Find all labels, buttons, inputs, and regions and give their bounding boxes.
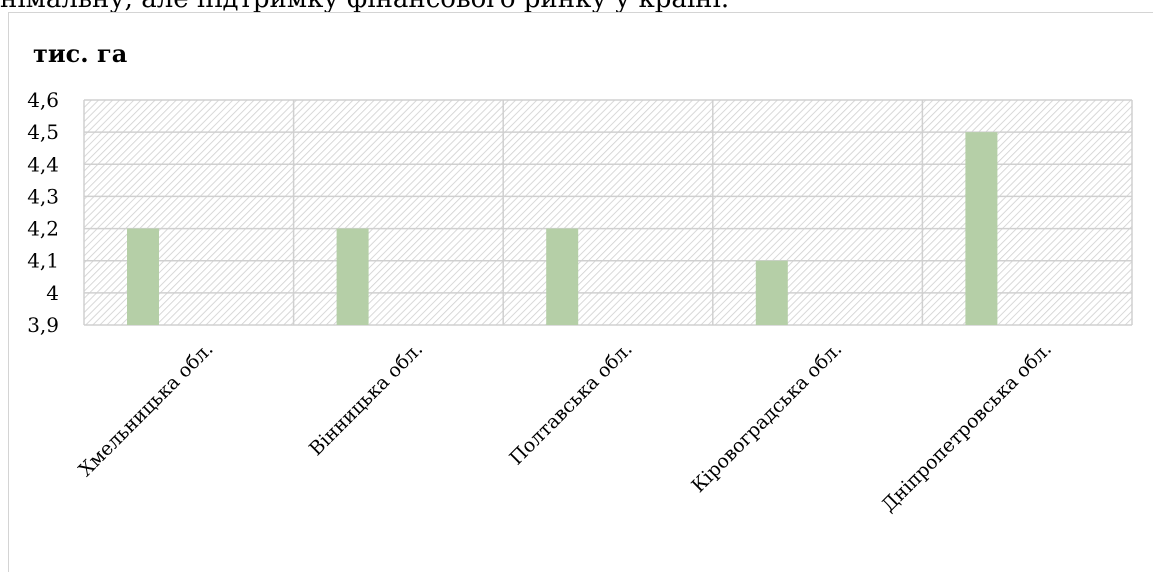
chart-frame-left-edge xyxy=(8,12,9,572)
bars xyxy=(127,132,998,325)
bar xyxy=(127,228,159,325)
y-tick-label: 4,5 xyxy=(27,120,59,144)
preceding-document-text: німальну, але підтримку фінансового ринк… xyxy=(0,0,729,14)
y-axis-tick-labels: 3,9 4 4,1 4,2 4,3 4,4 4,5 4,6 xyxy=(27,88,59,337)
bar xyxy=(546,228,579,325)
x-category-label: Хмельницька обл. xyxy=(75,338,218,481)
bar xyxy=(755,260,788,325)
chart-frame-top-edge xyxy=(8,12,1153,13)
x-category-label: Полтавська обл. xyxy=(505,338,636,469)
y-tick-label: 4,3 xyxy=(27,184,59,208)
y-tick-label: 4,2 xyxy=(27,217,59,241)
y-tick-label: 3,9 xyxy=(27,313,59,337)
gridlines xyxy=(83,99,1133,326)
bar xyxy=(965,132,998,325)
x-category-label: Кіровоградська обл. xyxy=(687,338,846,497)
chart-title: тис. га xyxy=(33,39,128,68)
y-tick-label: 4 xyxy=(46,281,59,305)
bar xyxy=(336,228,369,325)
y-tick-label: 4,1 xyxy=(27,249,59,273)
y-tick-label: 4,6 xyxy=(27,88,59,112)
y-tick-label: 4,4 xyxy=(27,152,59,176)
x-axis-category-labels: Хмельницька обл. Вінницька обл. Полтавська… xyxy=(75,338,1056,516)
plot-area-background xyxy=(84,100,1132,325)
x-category-label: Дніпропетровська обл. xyxy=(877,338,1055,516)
x-category-label: Вінницька обл. xyxy=(305,338,427,460)
